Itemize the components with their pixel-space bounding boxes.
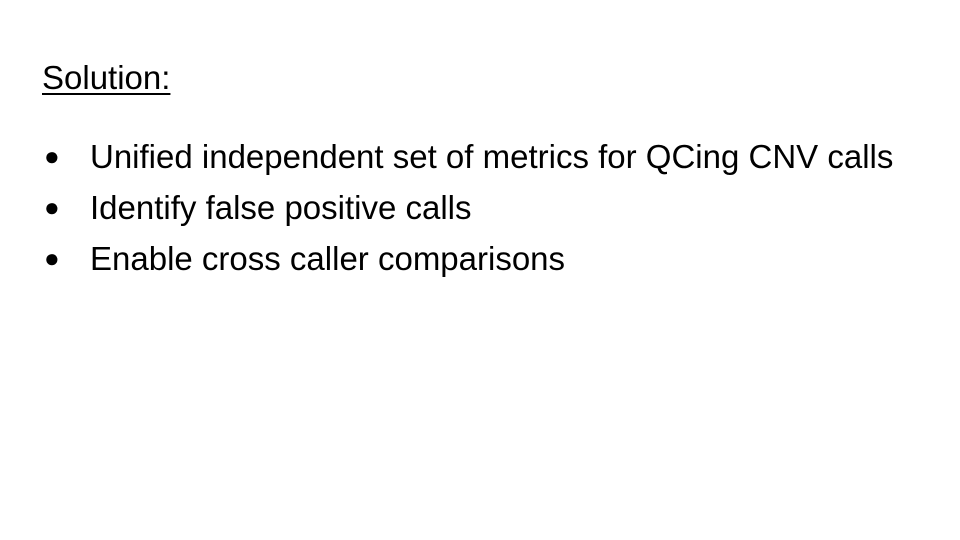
bullet-dot-icon: ● bbox=[44, 192, 60, 222]
slide-heading: Solution: bbox=[42, 59, 171, 96]
bullet-item: ● Enable cross caller comparisons bbox=[42, 233, 932, 284]
bullet-item: ● Unified independent set of metrics for… bbox=[42, 131, 932, 182]
bullet-text: Unified independent set of metrics for Q… bbox=[90, 138, 894, 175]
bullet-text: Enable cross caller comparisons bbox=[90, 240, 566, 277]
bullet-item: ● Identify false positive calls bbox=[42, 182, 932, 233]
bullet-list: ● Unified independent set of metrics for… bbox=[42, 131, 932, 284]
bullet-text: Identify false positive calls bbox=[90, 189, 472, 226]
bullet-dot-icon: ● bbox=[44, 243, 60, 273]
bullet-dot-icon: ● bbox=[44, 141, 60, 171]
